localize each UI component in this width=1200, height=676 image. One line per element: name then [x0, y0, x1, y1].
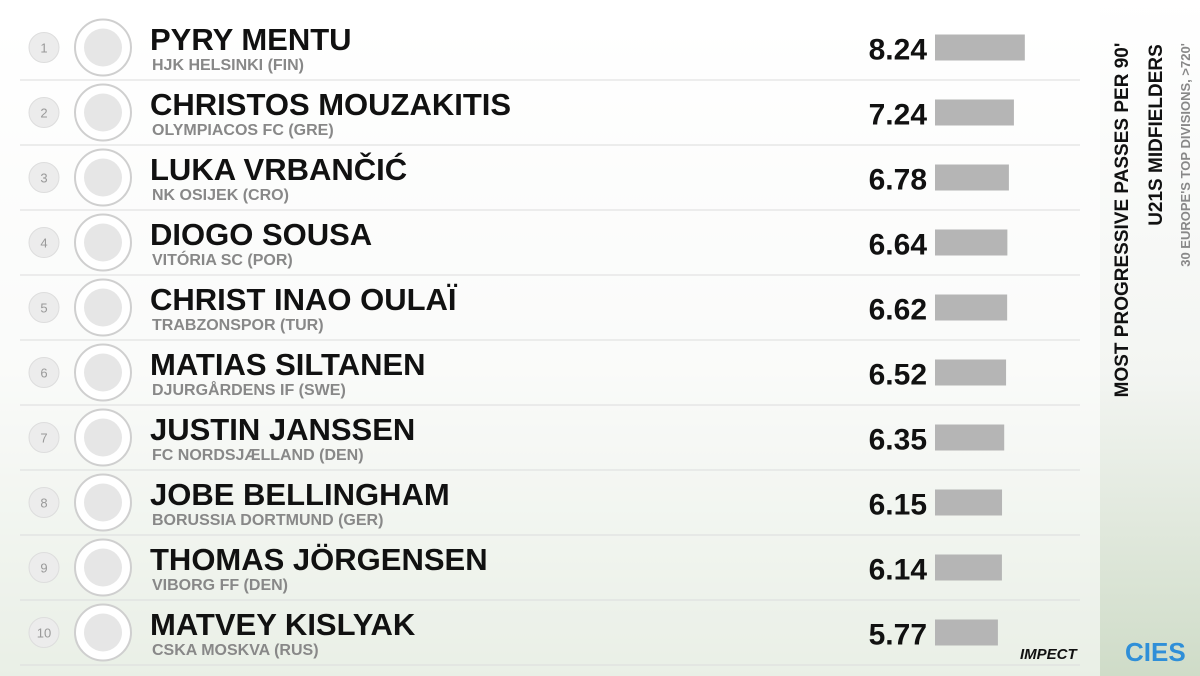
rank-badge — [28, 552, 60, 583]
value-label: 6.64 — [869, 229, 928, 262]
club-logo-inner — [84, 288, 122, 327]
club-logo-inner — [84, 418, 122, 457]
bar — [935, 229, 1008, 256]
bar — [935, 424, 1005, 451]
rank: 4 — [40, 236, 47, 251]
chart-note: 30 EUROPE'S TOP DIVISIONS, >720' — [1178, 43, 1193, 267]
value-label: 6.78 — [869, 164, 927, 197]
bar — [935, 489, 1003, 516]
value-label: 7.24 — [869, 99, 928, 132]
bar — [935, 359, 1007, 386]
rank: 8 — [40, 496, 47, 511]
rank: 5 — [40, 301, 47, 316]
value-label: 8.24 — [869, 34, 928, 67]
player-name: PYRY MENTU — [150, 22, 352, 57]
panel — [0, 0, 1100, 676]
player-name: CHRIST INAO OULAÏ — [150, 282, 458, 317]
rank: 1 — [40, 41, 47, 56]
player-name: MATVEY KISLYAK — [150, 607, 416, 642]
rank-badge — [28, 162, 60, 193]
rank: 7 — [40, 431, 47, 446]
club-logo-inner — [84, 548, 122, 587]
club-name: NK OSIJEK (CRO) — [152, 187, 289, 204]
value-label: 6.14 — [869, 554, 928, 587]
club-name: VITÓRIA SC (POR) — [152, 250, 293, 269]
player-name: JUSTIN JANSSEN — [150, 412, 415, 447]
rank: 3 — [40, 171, 47, 186]
player-name: CHRISTOS MOUZAKITIS — [150, 87, 511, 122]
bar — [935, 554, 1002, 581]
club-name: OLYMPIACOS FC (GRE) — [152, 122, 334, 139]
club-name: HJK HELSINKI (FIN) — [152, 57, 304, 74]
rank: 9 — [40, 561, 47, 576]
club-name: DJURGÅRDENS IF (SWE) — [152, 380, 346, 399]
club-name: CSKA MOSKVA (RUS) — [152, 642, 319, 659]
rank: 6 — [40, 366, 47, 381]
bar — [935, 294, 1008, 321]
rank-badge — [28, 32, 60, 63]
club-logo-inner — [84, 158, 122, 197]
rank-badge — [28, 97, 60, 128]
rank-badge — [28, 227, 60, 258]
rank-badge — [28, 292, 60, 323]
brand: CIES — [1125, 637, 1186, 667]
player-name: THOMAS JÖRGENSEN — [150, 542, 488, 577]
chart-subtitle: U21S MIDFIELDERS — [1146, 44, 1167, 226]
club-name: FC NORDSJÆLLAND (DEN) — [152, 447, 364, 464]
player-name: LUKA VRBANČIĆ — [150, 151, 407, 187]
rank-badge — [28, 357, 60, 388]
rank-badge — [28, 422, 60, 453]
player-name: MATIAS SILTANEN — [150, 347, 426, 382]
club-logo-inner — [84, 28, 122, 67]
value-label: 5.77 — [869, 619, 927, 652]
player-name: JOBE BELLINGHAM — [150, 477, 450, 512]
value-label: 6.35 — [869, 424, 927, 457]
rank: 2 — [40, 106, 47, 121]
club-logo-inner — [84, 613, 122, 652]
bar — [935, 619, 998, 646]
club-logo-inner — [84, 353, 122, 392]
rank-badge — [28, 487, 60, 518]
club-name: VIBORG FF (DEN) — [152, 577, 288, 594]
bar — [935, 34, 1025, 61]
brand: IMPECT — [1020, 646, 1079, 663]
club-name: TRABZONSPOR (TUR) — [152, 317, 324, 334]
rank-badge — [28, 617, 60, 648]
bar — [935, 99, 1014, 126]
chart-title: MOST PROGRESSIVE PASSES PER 90' — [1112, 43, 1133, 398]
value-label: 6.62 — [869, 294, 927, 327]
player-name: DIOGO SOUSA — [150, 217, 372, 252]
club-name: BORUSSIA DORTMUND (GER) — [152, 512, 383, 529]
club-logo-inner — [84, 483, 122, 522]
value-label: 6.52 — [869, 359, 927, 392]
rank: 10 — [37, 626, 51, 641]
bar — [935, 164, 1009, 191]
club-logo-inner — [84, 93, 122, 132]
value-label: 6.15 — [869, 489, 927, 522]
club-logo-inner — [84, 223, 122, 262]
